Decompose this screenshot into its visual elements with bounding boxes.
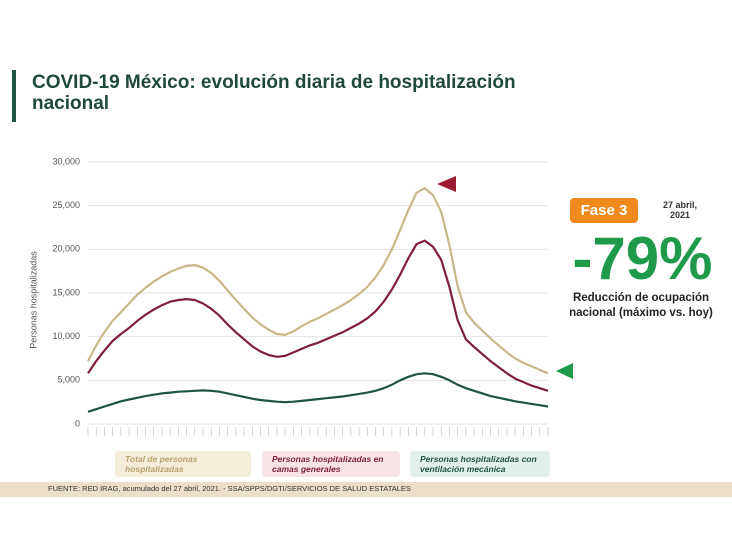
accent-bar bbox=[12, 70, 16, 122]
chart-title: COVID-19 México: evolución diaria de hos… bbox=[32, 72, 516, 114]
peak-marker bbox=[437, 176, 456, 192]
y-axis-title: Personas hospitalizadas bbox=[28, 251, 38, 349]
current-marker bbox=[556, 363, 573, 379]
date-label: 27 abril, 2021 bbox=[662, 200, 698, 220]
y-tick-label: 5,000 bbox=[57, 375, 80, 385]
y-tick-label: 0 bbox=[75, 418, 80, 428]
legend-entry: Personas hospitalizadas en camas general… bbox=[262, 451, 400, 477]
phase-badge: Fase 3 bbox=[570, 198, 638, 223]
headline: -79% bbox=[572, 225, 713, 292]
y-tick-label: 20,000 bbox=[52, 244, 80, 254]
source-note: FUENTE: RED IRAG, acumulado del 27 abril… bbox=[48, 484, 411, 493]
y-tick-label: 15,000 bbox=[52, 287, 80, 297]
legend-entry: Total de personas hospitalizadas bbox=[115, 451, 251, 477]
y-tick-label: 30,000 bbox=[52, 156, 80, 166]
series-line bbox=[87, 239, 549, 392]
y-tick-label: 25,000 bbox=[52, 200, 80, 210]
series-line bbox=[87, 187, 549, 375]
y-tick-label: 10,000 bbox=[52, 331, 80, 341]
legend-entry: Personas hospitalizadas con ventilación … bbox=[410, 451, 550, 477]
headline-caption: Reducción de ocupación nacional (máximo … bbox=[569, 292, 713, 319]
footer-band bbox=[0, 482, 732, 497]
series-line bbox=[87, 372, 549, 413]
